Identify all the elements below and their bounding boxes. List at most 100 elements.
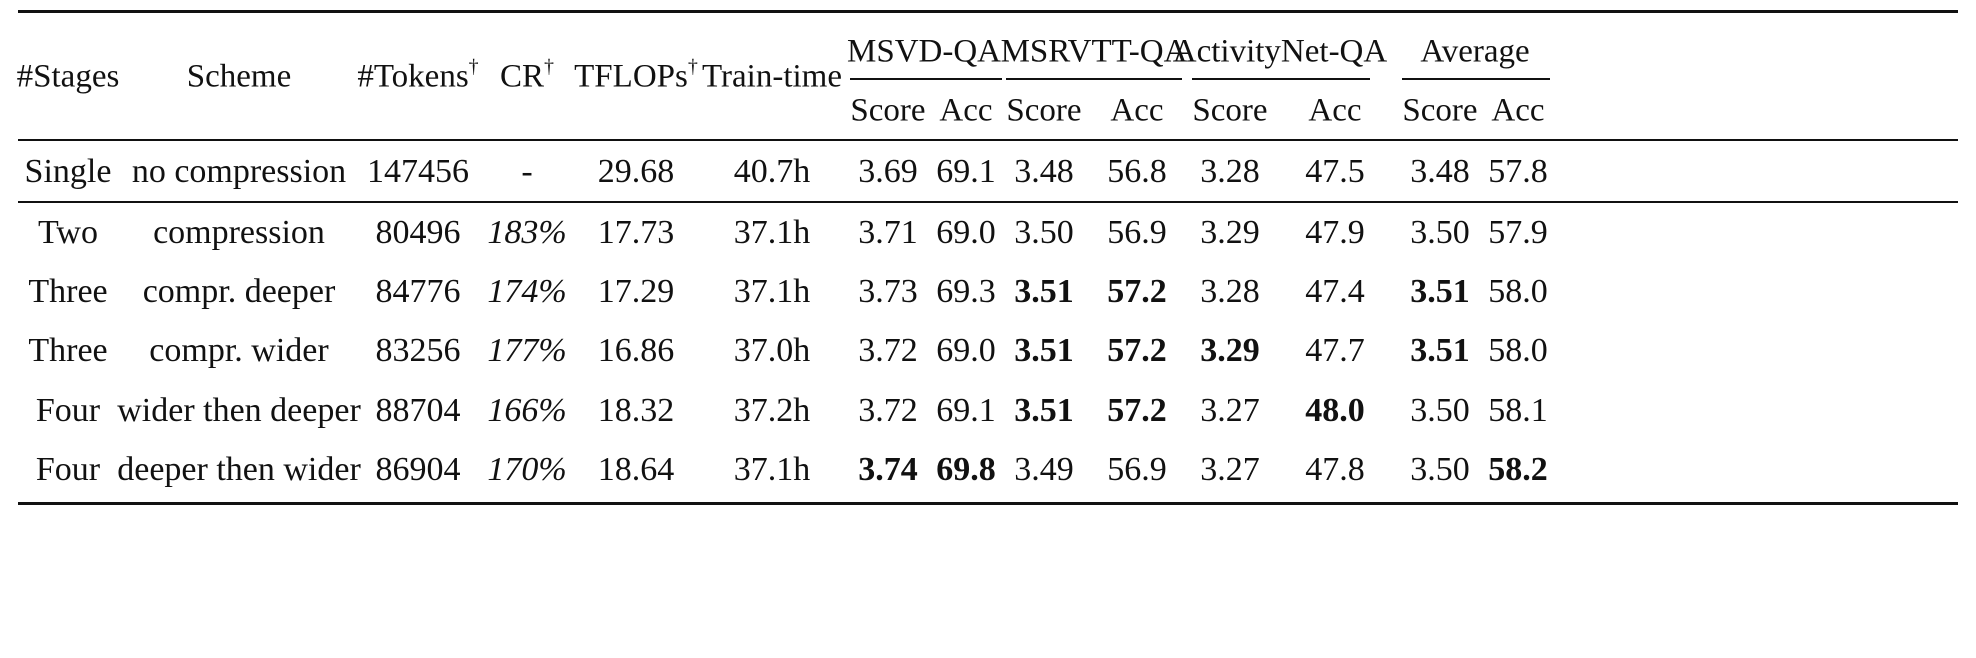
cell-average-acc: 58.1 [1488,392,1548,429]
top-rule [18,10,1958,13]
cell-msvd-score: 3.73 [858,273,918,310]
cell-cr: 183% [487,214,567,251]
cell-average-score: 3.51 [1410,332,1470,369]
cell-activitynet-score: 3.29 [1200,214,1260,251]
cell-scheme: compr. wider [149,332,329,369]
cell-average-acc: 58.0 [1488,273,1548,310]
cell-msvd-acc: 69.8 [936,451,996,488]
group-rule-msrvtt [1006,78,1182,80]
cell-activitynet-score: 3.29 [1200,332,1260,369]
cell-cr: 174% [487,273,567,310]
group-rule-msvd [850,78,1002,80]
cell-average-acc: 58.0 [1488,332,1548,369]
cell-tokens: 80496 [375,214,461,251]
cell-average-acc: 57.8 [1488,153,1548,190]
cell-activitynet-acc: 47.7 [1305,332,1365,369]
cell-msvd-acc: 69.0 [936,214,996,251]
cell-msvd-score: 3.71 [858,214,918,251]
cell-tokens: 147456 [367,153,469,190]
cell-average-acc: 58.2 [1488,451,1548,488]
header-group-activitynet-qa: ActivityNet-QA [1172,33,1388,70]
cell-average-score: 3.50 [1410,214,1470,251]
cell-cr: - [521,153,533,190]
header-sub-acc: Acc [1110,92,1164,129]
cell-tflops: 16.86 [597,332,675,369]
cell-tflops: 29.68 [597,153,675,190]
cell-msvd-acc: 69.1 [936,392,996,429]
cell-msrvtt-score: 3.51 [1014,273,1074,310]
header-train-time: Train-time [702,58,842,95]
cell-msvd-score: 3.72 [858,332,918,369]
cell-train-time: 37.1h [733,273,811,310]
cell-average-score: 3.50 [1410,392,1470,429]
cell-scheme: wider then deeper [117,392,361,429]
cell-tflops: 18.32 [597,392,675,429]
header-tokens: #Tokens† [357,55,479,95]
cell-average-acc: 57.9 [1488,214,1548,251]
cell-stages: Four [35,392,101,429]
cell-msrvtt-score: 3.49 [1014,451,1074,488]
header-cr: CR† [499,55,555,95]
dagger-mark: † [544,55,555,78]
cell-activitynet-acc: 47.4 [1305,273,1365,310]
cell-scheme: no compression [131,153,347,190]
cell-msrvtt-acc: 56.9 [1107,451,1167,488]
cell-msrvtt-score: 3.48 [1014,153,1074,190]
header-sub-score: Score [850,92,926,129]
dagger-mark: † [468,55,479,78]
cell-train-time: 37.1h [733,214,811,251]
header-sub-score: Score [1402,92,1478,129]
cell-tflops: 17.73 [597,214,675,251]
cell-msvd-acc: 69.3 [936,273,996,310]
group-rule-activitynet [1192,78,1370,80]
header-sub-acc: Acc [1308,92,1362,129]
cell-tokens: 86904 [375,451,461,488]
cell-tflops: 18.64 [597,451,675,488]
cell-cr: 170% [487,451,567,488]
header-sub-acc: Acc [939,92,993,129]
cell-stages: Single [24,153,112,190]
cell-average-score: 3.51 [1410,273,1470,310]
cell-msrvtt-score: 3.50 [1014,214,1074,251]
cell-stages: Four [35,451,101,488]
cell-msvd-score: 3.74 [858,451,918,488]
cell-cr: 177% [487,332,567,369]
cell-stages: Two [38,214,98,251]
header-rule [18,139,1958,141]
header-sub-acc: Acc [1491,92,1545,129]
cell-msrvtt-acc: 56.8 [1107,153,1167,190]
cell-tokens: 84776 [375,273,461,310]
header-scheme: Scheme [186,58,292,95]
row-separator-rule [18,201,1958,203]
header-sub-score: Score [1006,92,1082,129]
cell-train-time: 37.1h [733,451,811,488]
header-group-msvd-qa: MSVD-QA [846,33,1002,70]
cell-train-time: 37.0h [733,332,811,369]
bottom-rule [18,502,1958,505]
cell-activitynet-acc: 47.5 [1305,153,1365,190]
cell-average-score: 3.48 [1410,153,1470,190]
header-stages: #Stages [16,58,120,95]
cell-activitynet-score: 3.27 [1200,451,1260,488]
cell-activitynet-score: 3.28 [1200,273,1260,310]
cell-msrvtt-acc: 57.2 [1107,332,1167,369]
header-group-average: Average [1420,33,1530,70]
cell-scheme: deeper then wider [117,451,361,488]
dagger-mark: † [687,55,698,78]
cell-msvd-acc: 69.0 [936,332,996,369]
cell-stages: Three [28,332,108,369]
cell-msrvtt-acc: 57.2 [1107,273,1167,310]
cell-train-time: 37.2h [733,392,811,429]
cell-msvd-score: 3.72 [858,392,918,429]
cell-msvd-acc: 69.1 [936,153,996,190]
header-sub-score: Score [1192,92,1268,129]
cell-train-time: 40.7h [733,153,811,190]
cell-scheme: compr. deeper [142,273,336,310]
cell-tflops: 17.29 [597,273,675,310]
cell-msvd-score: 3.69 [858,153,918,190]
cell-tokens: 83256 [375,332,461,369]
cell-activitynet-score: 3.28 [1200,153,1260,190]
cell-activitynet-acc: 47.8 [1305,451,1365,488]
cell-msrvtt-score: 3.51 [1014,392,1074,429]
cell-stages: Three [28,273,108,310]
